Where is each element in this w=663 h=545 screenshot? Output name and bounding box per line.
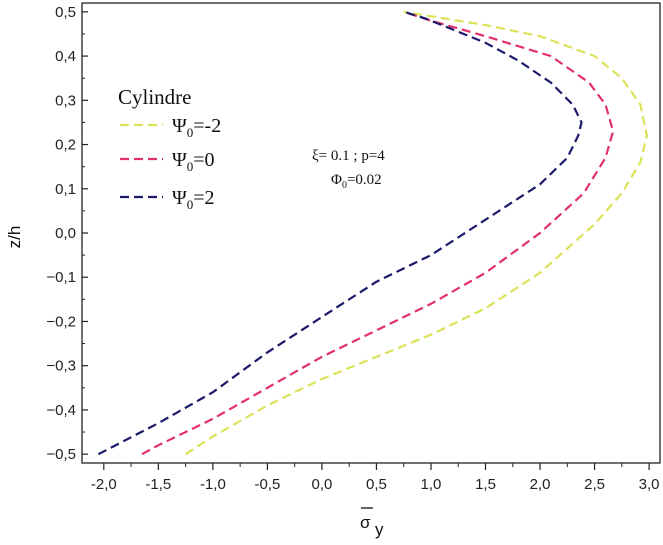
legend-label-sub: 0 — [187, 125, 194, 140]
annotation-line-2: Φ0=0.02 — [331, 172, 382, 191]
series-line-2 — [97, 10, 583, 456]
legend: Cylindre Ψ0=-2Ψ0=0Ψ0=2 — [118, 85, 221, 212]
y-tick-label: 0,0 — [55, 225, 76, 242]
legend-label-base: Ψ — [172, 149, 187, 171]
y-tick-label: 0,5 — [55, 4, 76, 21]
x-tick-label: 1,0 — [421, 476, 442, 493]
legend-label-value: =0 — [193, 149, 214, 171]
annotation: ξ= 0.1 ; p=4 Φ0=0.02 — [312, 148, 385, 191]
x-tick-label: -1,5 — [145, 476, 171, 493]
annotation-phi: Φ — [331, 172, 342, 188]
y-axis: −0,5 −0,4 −0,3 −0,2 −0,1 0,0 0,1 0,2 0,3 0,4 0,5 — [46, 4, 88, 463]
legend-label-value: =-2 — [193, 115, 221, 137]
y-tick-label: −0,1 — [46, 269, 76, 286]
legend-label-value: =2 — [193, 187, 214, 209]
annotation-phi-sub: 0 — [342, 180, 347, 191]
legend-label-base: Ψ — [172, 115, 187, 137]
y-tick-label: −0,3 — [46, 358, 76, 375]
y-tick-label: 0,4 — [55, 48, 76, 65]
x-tick-label: 3,0 — [639, 476, 660, 493]
legend-label-sub: 0 — [187, 159, 194, 174]
y-axis-title: z/h — [5, 226, 24, 249]
x-tick-label: 0,5 — [366, 476, 387, 493]
x-tick-label: 2,0 — [530, 476, 551, 493]
x-tick-label: -0,5 — [254, 476, 280, 493]
legend-label-sub: 0 — [187, 197, 194, 212]
y-tick-label: −0,4 — [46, 402, 76, 419]
annotation-line-1: ξ= 0.1 ; p=4 — [312, 148, 385, 164]
legend-label-base: Ψ — [172, 187, 187, 209]
series-layer — [97, 10, 649, 456]
x-axis-title-subscript: y — [375, 520, 384, 539]
y-tick-label: 0,2 — [55, 137, 76, 154]
y-tick-label: −0,5 — [46, 446, 76, 463]
legend-title: Cylindre — [118, 85, 192, 109]
x-tick-label: 2,5 — [584, 476, 605, 493]
x-axis-title-symbol: σ — [360, 513, 371, 532]
x-axis: -2,0 -1,5 -1,0 -0,5 0,0 0,5 1,0 1,5 2,0 2,5 3,0 — [91, 463, 660, 493]
legend-label-0: Ψ0=-2 — [172, 115, 221, 140]
x-tick-label: -2,0 — [91, 476, 117, 493]
x-axis-title: σ y — [360, 507, 384, 539]
y-tick-label: 0,3 — [55, 92, 76, 109]
y-tick-label: −0,2 — [46, 313, 76, 330]
x-tick-label: 1,5 — [475, 476, 496, 493]
y-tick-label: 0,1 — [55, 181, 76, 198]
series-line-1 — [141, 10, 615, 456]
legend-label-2: Ψ0=2 — [172, 187, 215, 212]
legend-label-1: Ψ0=0 — [172, 149, 215, 174]
x-tick-label: 0,0 — [311, 476, 332, 493]
annotation-phi-value: =0.02 — [347, 172, 382, 188]
series-line-0 — [185, 10, 649, 456]
x-tick-label: -1,0 — [200, 476, 226, 493]
